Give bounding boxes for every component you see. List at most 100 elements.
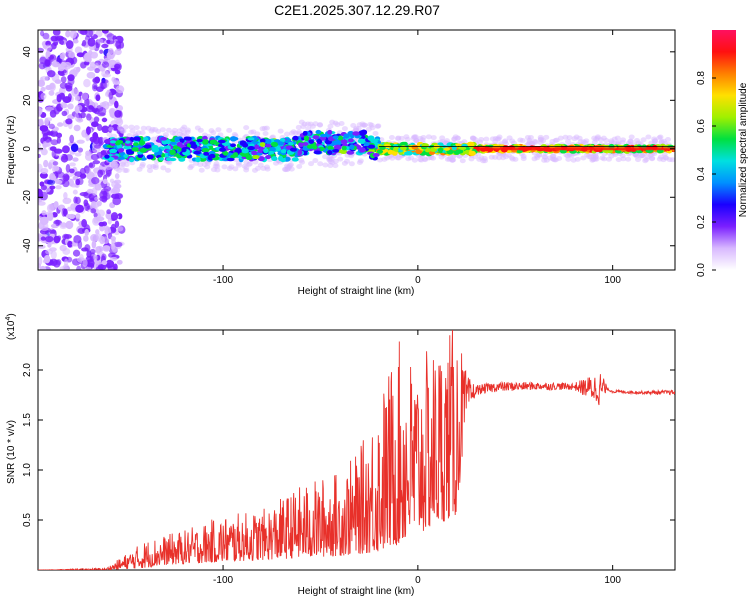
heatmap-cell bbox=[101, 30, 109, 34]
heatmap-cell bbox=[114, 110, 122, 118]
heatmap-cell bbox=[52, 30, 61, 36]
heatmap-cell bbox=[80, 111, 87, 119]
heatmap-cell bbox=[50, 42, 57, 50]
heatmap-cell bbox=[94, 196, 100, 201]
heatmap-cell bbox=[105, 165, 112, 171]
heatmap-cell bbox=[628, 134, 635, 140]
heatmap-cell bbox=[91, 121, 99, 128]
heatmap-cell bbox=[306, 144, 314, 149]
heatmap-cell bbox=[288, 130, 295, 136]
heatmap-cell bbox=[106, 101, 114, 107]
heatmap-cell bbox=[44, 44, 52, 52]
heatmap-cell bbox=[149, 126, 156, 132]
heatmap-cell bbox=[437, 142, 444, 146]
heatmap-cell bbox=[576, 135, 583, 141]
heatmap-cell bbox=[276, 141, 285, 146]
heatmap-cell bbox=[91, 200, 97, 206]
heatmap-cell bbox=[133, 125, 140, 131]
heatmap-cell bbox=[45, 117, 53, 122]
heatmap-cell bbox=[69, 168, 75, 174]
heatmap-cell bbox=[123, 167, 130, 173]
heatmap-cell bbox=[74, 95, 80, 101]
heatmap-cell bbox=[257, 162, 264, 168]
heatmap-cell bbox=[106, 40, 115, 45]
heatmap-cell bbox=[84, 97, 90, 107]
heatmap-cell bbox=[367, 135, 375, 141]
heatmap-cell bbox=[110, 236, 116, 242]
heatmap-cell bbox=[327, 163, 334, 169]
heatmap-cell bbox=[232, 152, 239, 158]
spectrogram-x-axis-label: Height of straight line (km) bbox=[298, 286, 415, 297]
heatmap-cell bbox=[122, 124, 129, 130]
spectrogram-frame bbox=[37, 29, 676, 271]
heatmap-cell bbox=[263, 148, 269, 154]
heatmap-cell bbox=[88, 162, 96, 169]
heatmap-cell bbox=[248, 129, 255, 135]
heatmap-cell bbox=[65, 118, 73, 125]
heatmap-cell bbox=[140, 125, 147, 131]
heatmap-cell bbox=[327, 123, 334, 129]
heatmap-cell bbox=[176, 141, 183, 147]
heatmap-cell bbox=[252, 154, 260, 160]
heatmap-cell bbox=[203, 151, 210, 156]
spectrogram-heatmap bbox=[38, 30, 675, 270]
heatmap-cell bbox=[277, 128, 284, 134]
heatmap-cell bbox=[72, 157, 79, 162]
heatmap-cell bbox=[49, 229, 57, 235]
colorbar-ticks: 0.0 0.2 0.4 0.6 0.8 bbox=[696, 71, 716, 277]
spectrogram-y-axis-label: Frequency (Hz) bbox=[6, 116, 17, 185]
heatmap-cell bbox=[252, 159, 259, 165]
heatmap-cell bbox=[343, 133, 350, 139]
heatmap-cell bbox=[226, 127, 233, 133]
heatmap-cell bbox=[116, 259, 123, 265]
heatmap-cell bbox=[139, 147, 148, 153]
heatmap-cell bbox=[46, 212, 54, 221]
heatmap-cell bbox=[75, 213, 81, 220]
heatmap-cell bbox=[297, 149, 303, 156]
heatmap-cell bbox=[67, 240, 73, 248]
heatmap-cell bbox=[280, 149, 287, 154]
heatmap-cell bbox=[57, 65, 65, 72]
heatmap-cell bbox=[619, 153, 626, 159]
heatmap-cell bbox=[291, 157, 299, 162]
heatmap-cell bbox=[114, 173, 120, 179]
heatmap-cell bbox=[69, 30, 77, 39]
heatmap-cell bbox=[74, 112, 79, 122]
heatmap-cell bbox=[483, 136, 490, 142]
heatmap-cell bbox=[107, 47, 114, 55]
heatmap-cell bbox=[60, 101, 67, 109]
heatmap-cell bbox=[71, 242, 80, 247]
heatmap-cell bbox=[82, 53, 92, 63]
heatmap-cell bbox=[91, 177, 100, 185]
colorbar-gradient bbox=[712, 30, 736, 270]
heatmap-cell bbox=[551, 157, 558, 163]
heatmap-cell bbox=[158, 157, 165, 161]
heatmap-cell bbox=[63, 258, 69, 267]
heatmap-cell bbox=[82, 258, 88, 268]
heatmap-cell bbox=[222, 151, 229, 156]
heatmap-cell bbox=[327, 150, 333, 155]
heatmap-cell bbox=[51, 61, 61, 68]
heatmap-cell bbox=[198, 167, 205, 173]
heatmap-cell bbox=[62, 248, 71, 255]
heatmap-cell bbox=[270, 141, 279, 147]
heatmap-cell bbox=[438, 154, 445, 160]
heatmap-cell bbox=[459, 146, 467, 150]
heatmap-cell bbox=[341, 126, 348, 132]
heatmap-cell bbox=[75, 204, 85, 213]
heatmap-cell bbox=[615, 157, 622, 163]
heatmap-cell bbox=[333, 144, 342, 151]
heatmap-cell bbox=[159, 127, 166, 133]
heatmap-cell bbox=[38, 142, 42, 148]
heatmap-cell bbox=[96, 200, 102, 207]
heatmap-cell bbox=[119, 41, 125, 49]
heatmap-cell bbox=[69, 162, 76, 167]
heatmap-cell bbox=[45, 50, 51, 58]
heatmap-cell bbox=[101, 43, 109, 49]
heatmap-cell bbox=[372, 152, 380, 157]
heatmap-cell bbox=[468, 150, 476, 156]
heatmap-cell bbox=[67, 74, 75, 82]
heatmap-cell bbox=[129, 128, 136, 134]
heatmap-cell bbox=[146, 154, 154, 160]
heatmap-cell bbox=[75, 104, 83, 111]
